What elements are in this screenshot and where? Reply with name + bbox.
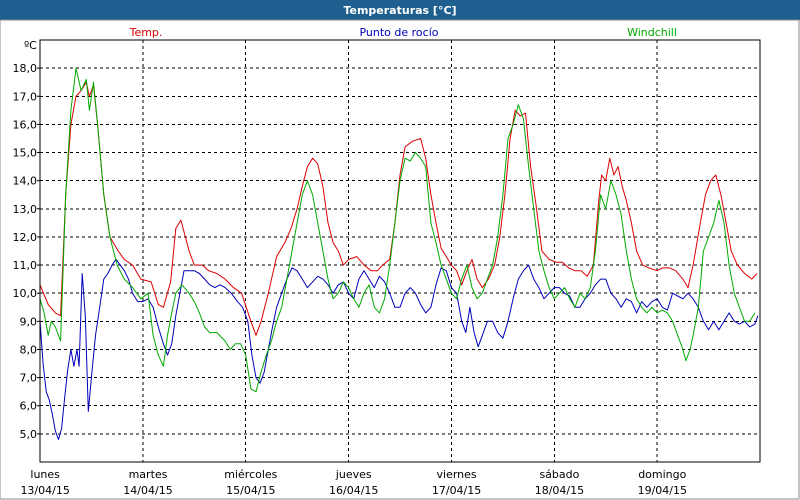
- x-tick-date-label: 18/04/15: [535, 484, 584, 497]
- legend-temp: Temp.: [129, 26, 163, 39]
- y-axis-unit: ºC: [24, 39, 37, 52]
- y-tick-label: 16,0: [13, 118, 38, 131]
- dewpoint-line: [39, 258, 759, 440]
- y-tick-label: 18,0: [13, 62, 38, 75]
- y-tick-label: 6,0: [20, 400, 38, 413]
- x-tick-day-label: sábado: [539, 468, 579, 481]
- x-tick-day-label: domingo: [638, 468, 686, 481]
- temp-line: [39, 81, 758, 336]
- y-tick-label: 9,0: [20, 315, 38, 328]
- plot-area-border: [39, 39, 761, 463]
- chart-title: Temperaturas [°C]: [343, 4, 456, 17]
- series-lines: [39, 67, 759, 440]
- y-tick-label: 10,0: [13, 287, 38, 300]
- x-tick-day-label: miércoles: [224, 468, 277, 481]
- y-tick-label: 17,0: [13, 90, 38, 103]
- y-tick-label: 7,0: [20, 372, 38, 385]
- chart-frame: [0, 19, 800, 500]
- x-tick-date-label: 19/04/15: [638, 484, 687, 497]
- y-tick-label: 8,0: [20, 343, 38, 356]
- y-tick-label: 12,0: [13, 231, 38, 244]
- x-tick-date-label: 13/04/15: [20, 484, 69, 497]
- legend-dewpoint: Punto de rocío: [359, 26, 438, 39]
- x-tick-day-label: viernes: [437, 468, 477, 481]
- x-tick-date-label: 15/04/15: [226, 484, 275, 497]
- legend-windchill: Windchill: [627, 26, 677, 39]
- grid: [40, 40, 760, 462]
- x-tick-day-label: jueves: [335, 468, 372, 481]
- x-axis-ticks: lunes 13/04/15 martes 14/04/15 miércoles 15/0…: [20, 468, 687, 497]
- x-tick-date-label: 17/04/15: [432, 484, 481, 497]
- x-tick-date-label: 16/04/15: [329, 484, 378, 497]
- y-tick-label: 15,0: [13, 147, 38, 160]
- x-tick-date-label: 14/04/15: [123, 484, 172, 497]
- windchill-line: [39, 67, 756, 393]
- y-tick-label: 5,0: [20, 428, 38, 441]
- x-tick-day-label: martes: [129, 468, 168, 481]
- y-tick-label: 11,0: [13, 259, 38, 272]
- y-axis-ticks: 5,0 6,0 7,0 8,0 9,0 10,0 11,0 12,0 13,0 14,0 15,0 1…: [13, 62, 40, 441]
- title-bar: [0, 0, 800, 20]
- x-tick-day-label: lunes: [30, 468, 60, 481]
- y-tick-label: 14,0: [13, 175, 38, 188]
- y-tick-label: 13,0: [13, 203, 38, 216]
